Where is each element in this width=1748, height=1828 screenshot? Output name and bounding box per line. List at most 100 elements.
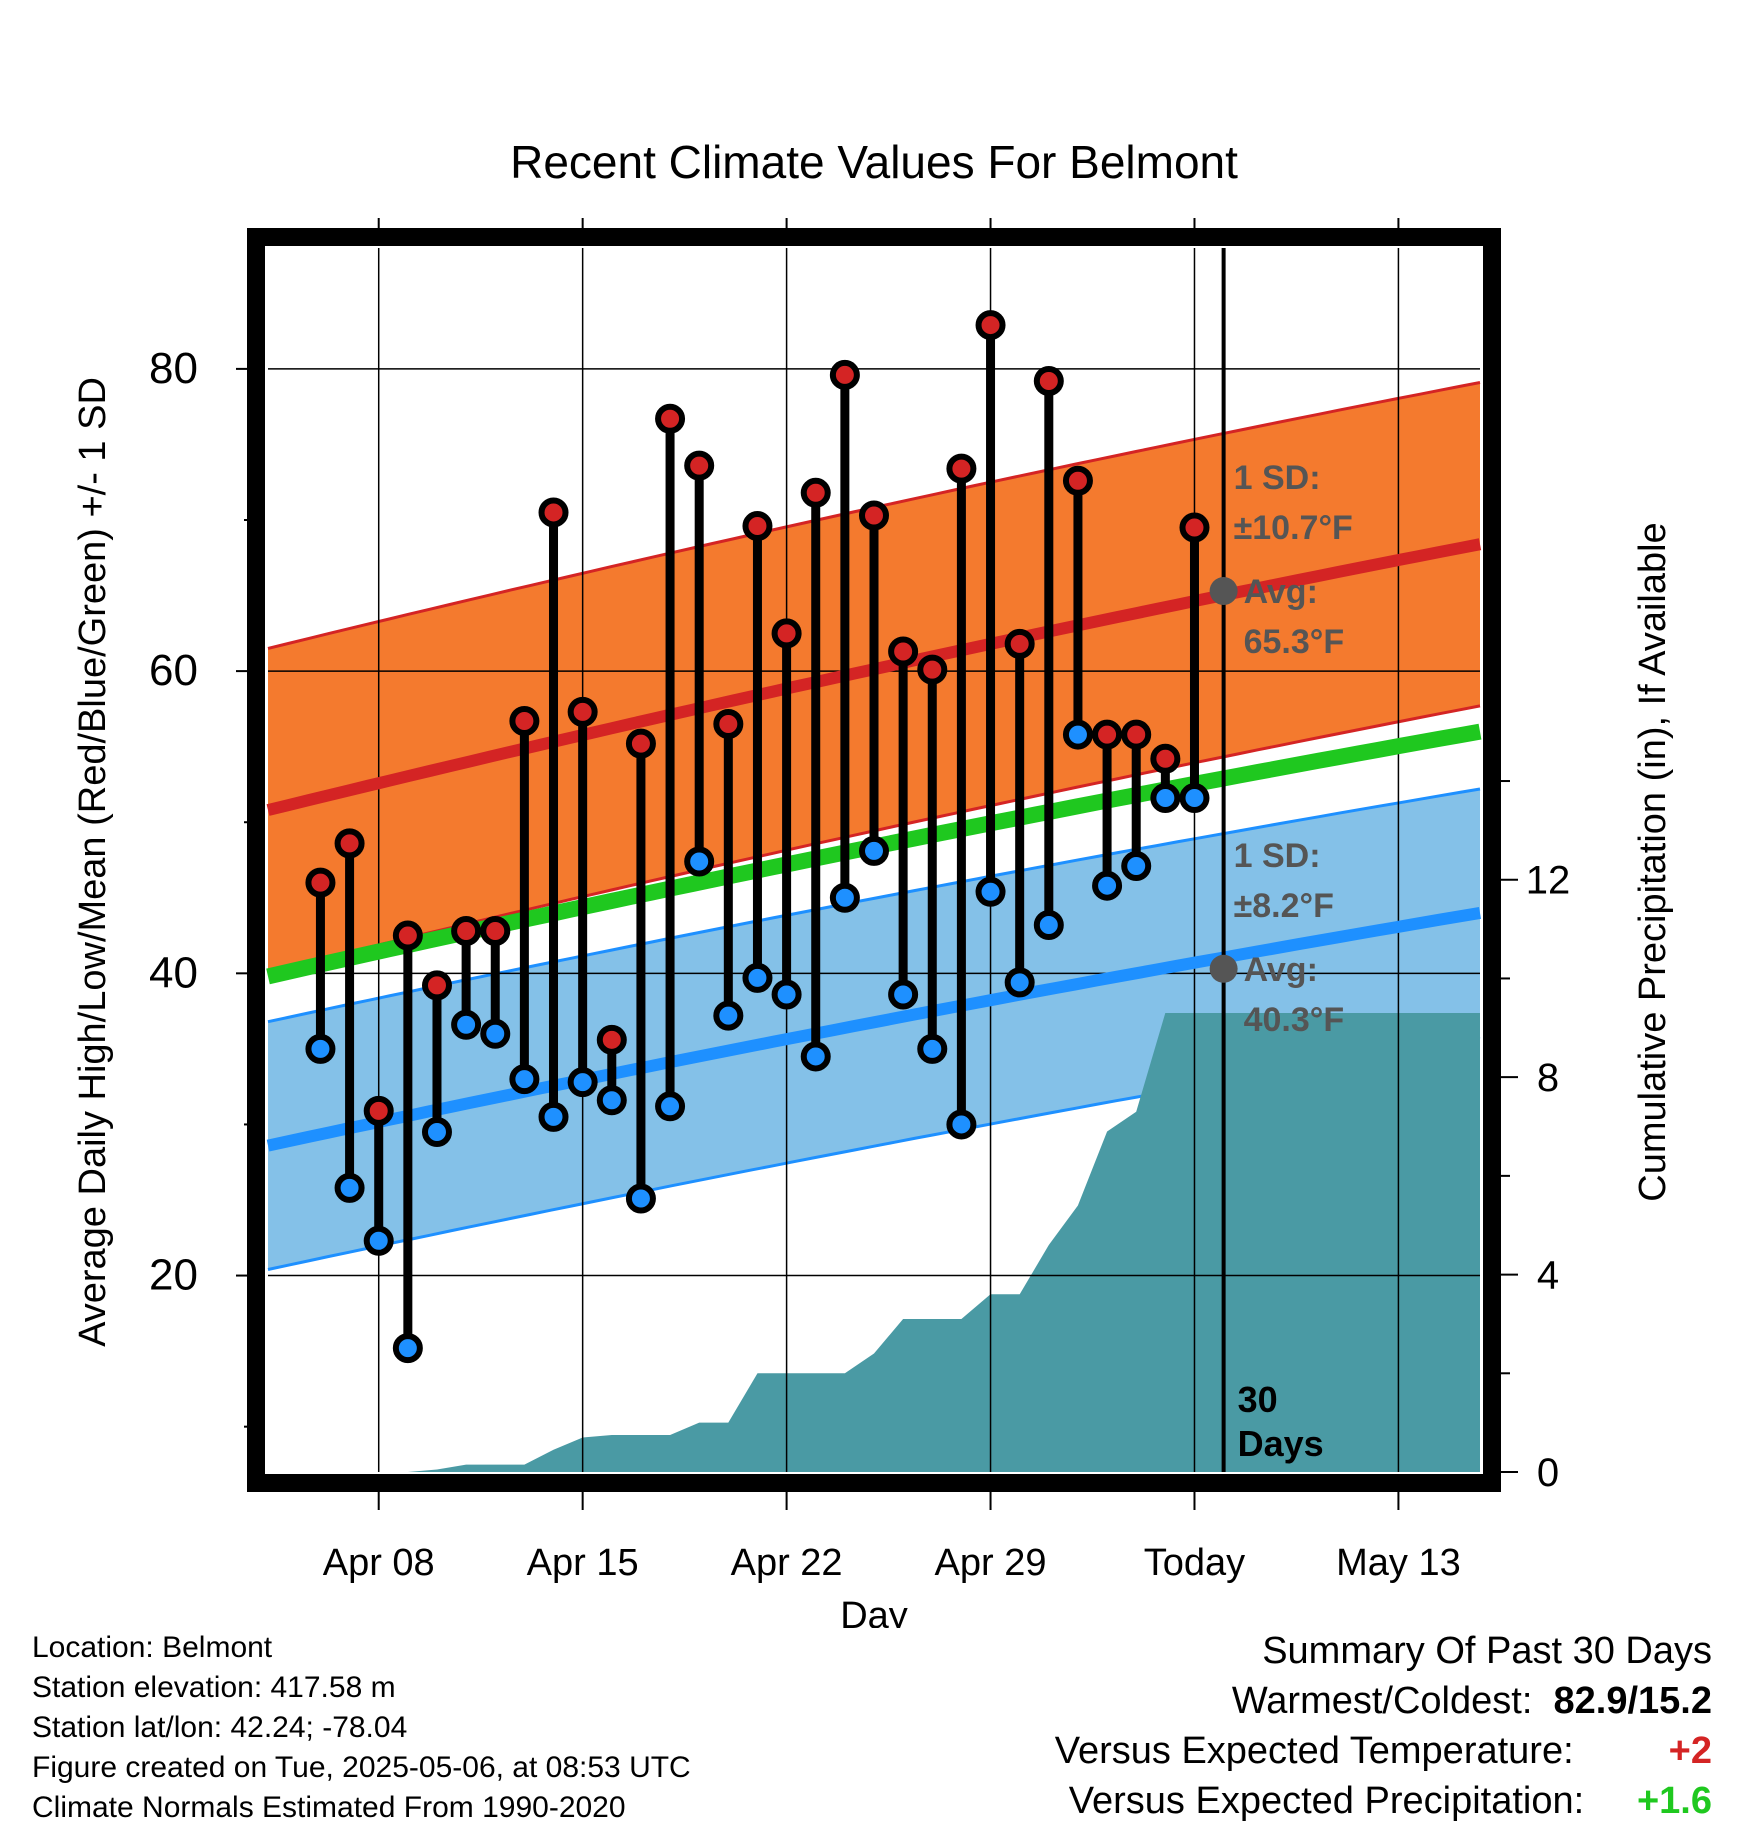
daily-high-point bbox=[742, 511, 773, 542]
daily-high-point bbox=[1004, 628, 1035, 659]
daily-low-point bbox=[480, 1018, 511, 1049]
daily-low-point bbox=[334, 1172, 365, 1203]
daily-low-point bbox=[917, 1033, 948, 1064]
daily-high-point bbox=[713, 709, 744, 739]
warm-cold-label: Warmest/Coldest: bbox=[1231, 1680, 1533, 1722]
daily-low-point bbox=[946, 1109, 977, 1140]
warm-cold-row: Warmest/Coldest: 82.9/15.2 bbox=[1055, 1676, 1712, 1726]
low-annotation-3: 40.3°F bbox=[1244, 1001, 1345, 1039]
y-tick-label: 80 bbox=[149, 344, 198, 393]
summary-title: Summary Of Past 30 Days bbox=[1262, 1630, 1712, 1672]
normal-annotations: 1 SD: ±10.7°F Avg: 65.3°F 1 SD: ±8.2°F Avg: 40.… bbox=[1209, 459, 1353, 1039]
low-today-avg-marker bbox=[1209, 954, 1238, 983]
daily-high-point bbox=[480, 916, 511, 947]
low-normal-line bbox=[266, 906, 1481, 1152]
daily-low-point bbox=[975, 876, 1006, 907]
daily-low-point bbox=[567, 1067, 598, 1098]
daily-high-point bbox=[596, 1024, 627, 1055]
daily-low-point bbox=[1062, 719, 1093, 750]
latlon-text: Station lat/lon: 42.24; -78.04 bbox=[32, 1711, 408, 1744]
high-annotation-3: 65.3°F bbox=[1244, 623, 1345, 661]
daily-low-point bbox=[1004, 967, 1035, 998]
precip-row: Versus Expected Precipitation: +1.6 bbox=[1055, 1776, 1712, 1826]
climate-chart: Recent Climate Values For Belmont 30 Days… bbox=[72, 136, 1674, 1628]
daily-high-point bbox=[1121, 719, 1152, 750]
y-tick-label: 40 bbox=[149, 948, 198, 997]
x-axis-label: Day bbox=[840, 1595, 908, 1628]
daily-low-point bbox=[1179, 783, 1210, 814]
axes: Apr 08 Apr 15 Apr 22 Apr 29 Today May 1320406… bbox=[149, 218, 1570, 1584]
daily-low-point bbox=[829, 882, 860, 913]
normals-text: Climate Normals Estimated From 1990-2020 bbox=[32, 1791, 626, 1824]
y-tick-label: 60 bbox=[149, 646, 198, 695]
daily-low-point bbox=[625, 1183, 656, 1214]
daily-low-point bbox=[363, 1225, 394, 1256]
precip-value: +1.6 bbox=[1636, 1780, 1712, 1822]
created-text: Figure created on Tue, 2025-05-06, at 08… bbox=[32, 1751, 691, 1784]
y-axis-label: Average Daily High/Low/Mean (Red/Blue/Gr… bbox=[72, 377, 114, 1347]
daily-high-point bbox=[1062, 465, 1093, 496]
x-tick-label: May 13 bbox=[1336, 1542, 1461, 1584]
daily-low-point bbox=[538, 1101, 569, 1132]
daily-low-point bbox=[451, 1009, 482, 1040]
x-tick-label: Apr 22 bbox=[731, 1542, 843, 1584]
daily-low-point bbox=[509, 1064, 540, 1095]
x-tick-label: Today bbox=[1144, 1542, 1245, 1584]
daily-low-point bbox=[655, 1091, 686, 1122]
low-sd-band bbox=[268, 789, 1480, 1270]
daily-low-point bbox=[421, 1117, 452, 1147]
daily-low-point bbox=[684, 846, 715, 877]
elevation-text: Station elevation: 417.58 m bbox=[32, 1671, 396, 1704]
location-text: Location: Belmont bbox=[32, 1631, 273, 1664]
daily-high-point bbox=[684, 450, 715, 481]
daily-high-point bbox=[917, 654, 948, 685]
daily-low-point bbox=[392, 1333, 423, 1364]
daily-high-point bbox=[392, 920, 423, 951]
daily-high-point bbox=[305, 867, 336, 898]
x-tick-label: Apr 15 bbox=[527, 1542, 639, 1584]
daily-low-point bbox=[771, 979, 802, 1010]
today-marker: 30 Days bbox=[1221, 248, 1324, 1472]
daily-points bbox=[305, 310, 1210, 1364]
daily-high-point bbox=[567, 696, 598, 727]
daily-low-point bbox=[888, 979, 919, 1010]
daily-low-point bbox=[859, 835, 889, 866]
precip-label: Versus Expected Precipitation: bbox=[1068, 1780, 1585, 1822]
daily-low-point bbox=[1033, 909, 1064, 940]
daily-low-point bbox=[1150, 783, 1181, 814]
daily-high-point bbox=[421, 970, 452, 1001]
daily-high-point bbox=[829, 359, 860, 390]
daily-low-point bbox=[713, 1000, 744, 1031]
daily-high-point bbox=[509, 705, 540, 736]
daily-high-point bbox=[859, 500, 889, 531]
daily-high-point bbox=[334, 828, 365, 859]
plot-border bbox=[247, 228, 1501, 1492]
high-annotation-1: ±10.7°F bbox=[1234, 509, 1353, 547]
x-tick-label: Apr 29 bbox=[935, 1542, 1047, 1584]
plot-frame bbox=[247, 228, 1501, 1492]
chart-title: Recent Climate Values For Belmont bbox=[510, 136, 1238, 188]
daily-high-point bbox=[625, 728, 656, 759]
daily-low-point bbox=[596, 1085, 627, 1116]
daily-high-point bbox=[975, 310, 1006, 341]
y2-tick-label: 12 bbox=[1526, 859, 1571, 903]
daily-low-point bbox=[305, 1033, 336, 1064]
y-tick-label: 20 bbox=[149, 1251, 198, 1300]
daily-low-point bbox=[1121, 851, 1152, 882]
daily-low-point bbox=[1092, 870, 1123, 901]
today-days-label: 30 Days bbox=[1238, 1379, 1324, 1464]
summary-panel: Summary Of Past 30 Days Warmest/Coldest:… bbox=[1055, 1626, 1712, 1826]
high-annotation-0: 1 SD: bbox=[1234, 459, 1321, 497]
daily-high-point bbox=[451, 916, 482, 947]
daily-high-point bbox=[1150, 743, 1181, 774]
y2-tick-label: 0 bbox=[1537, 1451, 1559, 1495]
daily-high-point bbox=[655, 403, 686, 434]
precip-area bbox=[268, 1013, 1480, 1472]
daily-high-point bbox=[363, 1095, 394, 1126]
daily-high-point bbox=[771, 618, 802, 649]
high-today-avg-marker bbox=[1209, 577, 1238, 606]
daily-high-point bbox=[538, 497, 569, 528]
low-annotation-2: Avg: bbox=[1244, 951, 1318, 989]
high-annotation-2: Avg: bbox=[1244, 573, 1318, 611]
y2-tick-label: 4 bbox=[1537, 1254, 1559, 1298]
